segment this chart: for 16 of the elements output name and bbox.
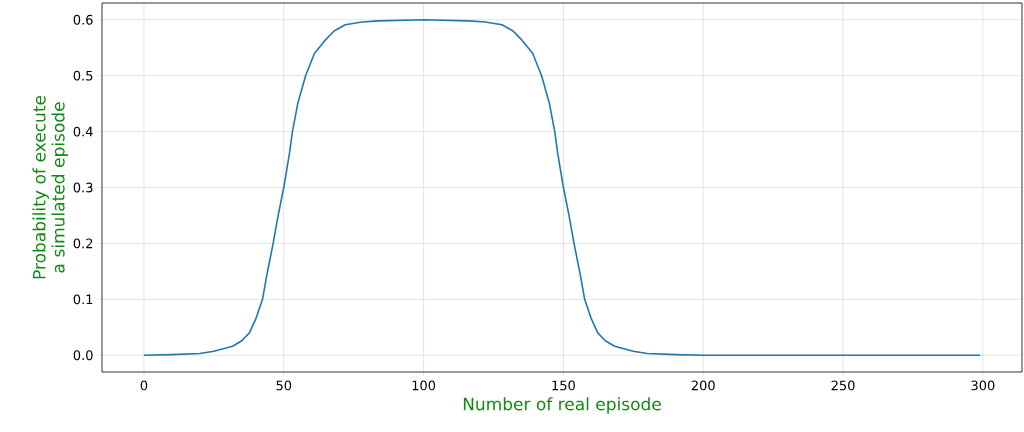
y-tick-label: 0.6 bbox=[73, 14, 93, 25]
x-tick-label: 100 bbox=[412, 380, 436, 391]
y-tick-label: 0.5 bbox=[73, 70, 93, 81]
x-tick-label: 250 bbox=[831, 380, 855, 391]
x-tick-label: 200 bbox=[691, 380, 715, 391]
y-tick-label: 0.2 bbox=[73, 238, 93, 249]
y-tick-label: 0.3 bbox=[73, 182, 93, 193]
y-tick-label: 0.1 bbox=[73, 294, 93, 305]
x-axis-title: Number of real episode bbox=[463, 397, 661, 414]
y-tick-label: 0.0 bbox=[73, 350, 93, 361]
x-tick-label: 50 bbox=[276, 380, 292, 391]
x-tick-label: 0 bbox=[140, 380, 148, 391]
x-tick-label: 300 bbox=[971, 380, 995, 391]
y-tick-label: 0.4 bbox=[73, 126, 93, 137]
x-tick-label: 150 bbox=[552, 380, 575, 391]
y-axis-title: Probability of execute a simulated episode bbox=[32, 95, 68, 279]
